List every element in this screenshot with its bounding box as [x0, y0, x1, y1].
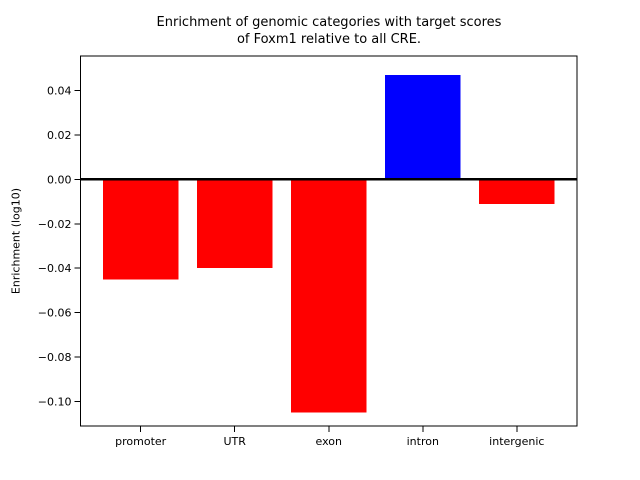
- x-tick-label-promoter: promoter: [115, 435, 167, 448]
- x-tick-label-exon: exon: [316, 435, 342, 448]
- y-tick-label: −0.10: [38, 396, 72, 409]
- y-tick-label: −0.04: [38, 262, 72, 275]
- bar-intergenic: [479, 179, 555, 204]
- y-tick-label: 0.04: [47, 84, 72, 97]
- bar-intron: [385, 74, 461, 180]
- y-tick-label: −0.02: [38, 218, 72, 231]
- x-tick-label-UTR: UTR: [224, 435, 247, 448]
- bar-exon: [291, 179, 367, 413]
- y-tick-label: 0.02: [47, 129, 72, 142]
- y-tick-label: 0.00: [47, 173, 72, 186]
- x-tick-label-intergenic: intergenic: [489, 435, 544, 448]
- x-tick-label-intron: intron: [407, 435, 439, 448]
- y-tick-label: −0.06: [38, 307, 72, 320]
- y-axis-label: Enrichment (log10): [9, 187, 23, 295]
- y-tick-label: −0.08: [38, 351, 72, 364]
- bar-UTR: [197, 179, 273, 269]
- bar-promoter: [103, 179, 179, 280]
- chart-title: Enrichment of genomic categories with ta…: [156, 15, 502, 47]
